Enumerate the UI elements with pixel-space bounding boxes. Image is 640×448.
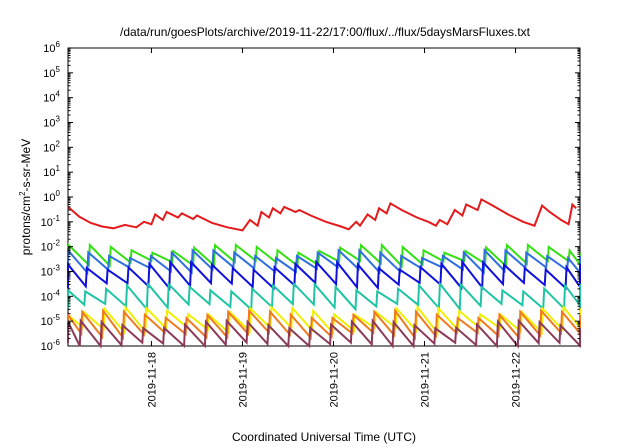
y-tick-label: 10-3 [41, 264, 61, 279]
y-axis-ticks: 10-6 10-5 10-4 10-3 10-2 10-1 100 101 102 103 104 1… [41, 40, 580, 353]
x-axis-label: Coordinated Universal Time (UTC) [232, 430, 416, 444]
series-line-2 [67, 242, 581, 269]
series-line-4 [67, 259, 581, 291]
series-layer [67, 197, 581, 349]
y-tick-label: 101 [43, 164, 60, 179]
y-tick-label: 103 [43, 115, 60, 130]
x-tick-label: 2019-11-21 [420, 352, 432, 407]
y-tick-label: 104 [43, 90, 60, 105]
y-tick-label: 105 [43, 65, 60, 80]
x-tick-label: 2019-11-20 [328, 352, 340, 407]
x-tick-label: 2019-11-22 [511, 352, 523, 407]
series-line-7 [67, 307, 581, 341]
plot-frame [67, 47, 581, 347]
series-line-5 [67, 280, 581, 312]
y-tick-label: 10-6 [41, 338, 61, 353]
x-tick-label: 2019-11-18 [146, 352, 158, 407]
y-tick-label: 10-2 [41, 239, 61, 254]
x-axis-ticks: 2019-11-18 2019-11-19 2019-11-20 2019-11-21… [146, 48, 523, 407]
y-tick-label: 106 [43, 40, 60, 55]
series-line-1 [67, 197, 577, 232]
series-line-8 [67, 318, 581, 349]
y-axis-label: protons/cm2-s-sr-MeV [18, 139, 33, 255]
chart-title: /data/run/goesPlots/archive/2019-11-22/1… [120, 25, 531, 39]
y-tick-label: 100 [43, 189, 60, 204]
y-tick-label: 10-1 [41, 214, 61, 229]
y-tick-label: 102 [43, 139, 60, 154]
x-tick-label: 2019-11-19 [237, 352, 249, 407]
y-tick-label: 10-4 [41, 288, 61, 303]
y-tick-label: 10-5 [41, 313, 61, 328]
